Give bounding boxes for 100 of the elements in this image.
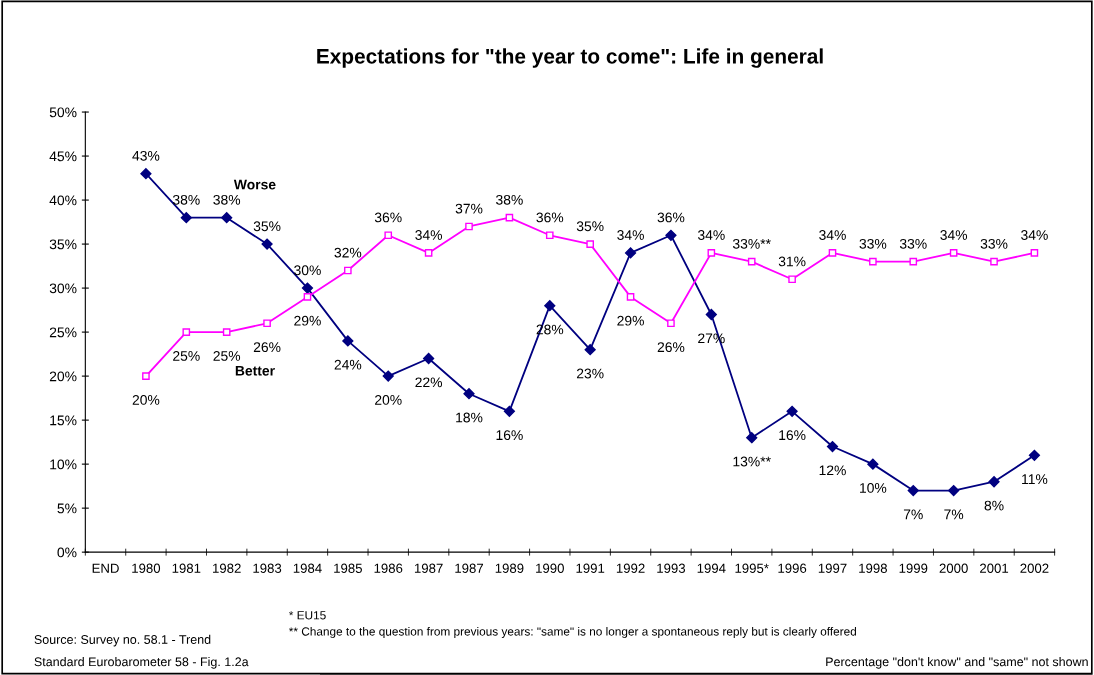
point [382, 370, 394, 382]
data-label: 29% [294, 315, 321, 326]
data-label: 30% [294, 265, 321, 276]
point [261, 238, 273, 250]
point [342, 335, 354, 347]
data-label: 24% [334, 359, 362, 370]
data-label: 32% [334, 247, 362, 258]
text: ** Change to the question from previous years: "same" is no longer a spontaneous reply but is clearly offered [289, 626, 856, 638]
data-label: 36% [657, 212, 685, 223]
x-tick-label: 1998 [859, 563, 887, 573]
point [544, 300, 556, 312]
point [949, 249, 958, 257]
x-tick-label: 1994 [697, 563, 726, 573]
point [301, 282, 314, 294]
x-tick-label: 1992 [616, 563, 645, 573]
y-tick-label: 20% [49, 371, 77, 382]
data-label: 25% [173, 350, 200, 361]
source-note: Source: Survey no. 58.1 - Trend [34, 634, 211, 647]
x-tick-label: 1986 [374, 563, 403, 573]
point [263, 319, 271, 328]
y-tick-label: 40% [49, 195, 77, 206]
point [140, 168, 152, 180]
point [624, 247, 637, 259]
x-tick-label: 1995* [735, 563, 769, 573]
data-label: 8% [984, 500, 1004, 511]
y-tick-label: 30% [49, 283, 77, 294]
point [707, 249, 716, 257]
data-label: 7% [903, 509, 923, 520]
data-label: 26% [253, 342, 281, 353]
data-label: 12% [819, 465, 846, 476]
point [465, 222, 473, 231]
data-label: 34% [697, 230, 725, 240]
data-label: 10% [860, 483, 887, 493]
point [869, 257, 877, 266]
data-label: 26% [657, 342, 685, 353]
x-tick-label: 1983 [253, 563, 282, 573]
text: Standard Eurobarometer 58 - Fig. 1.2a [34, 657, 249, 669]
point [909, 257, 918, 266]
x-tick-label: END [92, 563, 119, 573]
point [867, 458, 879, 470]
point [907, 484, 919, 497]
text: Percentage "don't know" and "same" not shown [826, 657, 1088, 669]
chart-title: Expectations for "the year to come": Life in general [317, 48, 823, 68]
point [990, 257, 998, 266]
x-tick-label: 1980 [132, 563, 161, 573]
x-tick-label: 1981 [172, 563, 201, 573]
point [344, 266, 352, 275]
data-label: 38% [172, 194, 200, 205]
point [705, 308, 717, 321]
point [503, 405, 515, 417]
x-tick-label: 1982 [213, 563, 241, 573]
point [746, 432, 758, 444]
point [180, 212, 192, 224]
data-label: 35% [253, 221, 281, 232]
x-tick-label: 1990 [536, 563, 564, 573]
point [384, 231, 393, 240]
data-label: 16% [496, 430, 523, 441]
data-label: 34% [617, 230, 644, 240]
point [463, 388, 475, 400]
y-tick-label: 15% [50, 415, 77, 426]
x-tick-label: 1987 [414, 563, 443, 573]
y-tick-label: 10% [50, 459, 77, 470]
data-label: 11% [1022, 474, 1048, 484]
y-tick-label: 5% [57, 503, 77, 514]
data-label: 38% [213, 194, 241, 205]
y-tick-label: 0% [57, 547, 77, 558]
x-tick-label: 1991 [576, 563, 605, 573]
data-label: 33% [859, 238, 887, 249]
data-label: 20% [132, 395, 160, 405]
point [948, 484, 960, 497]
data-label: 36% [536, 212, 564, 223]
x-tick-label: 1999 [899, 563, 928, 573]
point [828, 249, 837, 257]
data-label: 34% [1021, 230, 1048, 240]
y-tick-label: 25% [49, 327, 77, 338]
x-tick-label: 2002 [1020, 563, 1049, 573]
data-label: 20% [375, 395, 402, 405]
data-label: 33% [899, 238, 927, 249]
data-label: 38% [496, 194, 523, 205]
point [182, 328, 191, 336]
y-tick-label: 50% [49, 107, 77, 118]
data-label: 7% [944, 509, 964, 520]
data-label: 35% [576, 221, 604, 232]
x-tick-label: 1987 [455, 563, 484, 573]
x-tick-label: 2001 [980, 563, 1009, 573]
x-tick-label: 1984 [293, 563, 322, 573]
y-tick-label: 45% [49, 151, 77, 162]
point [222, 328, 231, 336]
series-label: Worse [233, 179, 276, 190]
point [1028, 449, 1041, 461]
x-tick-label: 1996 [778, 563, 807, 573]
data-label: 22% [415, 377, 443, 388]
point [1030, 249, 1039, 257]
point [545, 231, 554, 240]
point [586, 240, 594, 248]
point [142, 372, 150, 380]
data-label: 29% [617, 315, 644, 326]
data-label: 34% [940, 230, 968, 240]
point [221, 212, 233, 224]
point [747, 257, 756, 266]
